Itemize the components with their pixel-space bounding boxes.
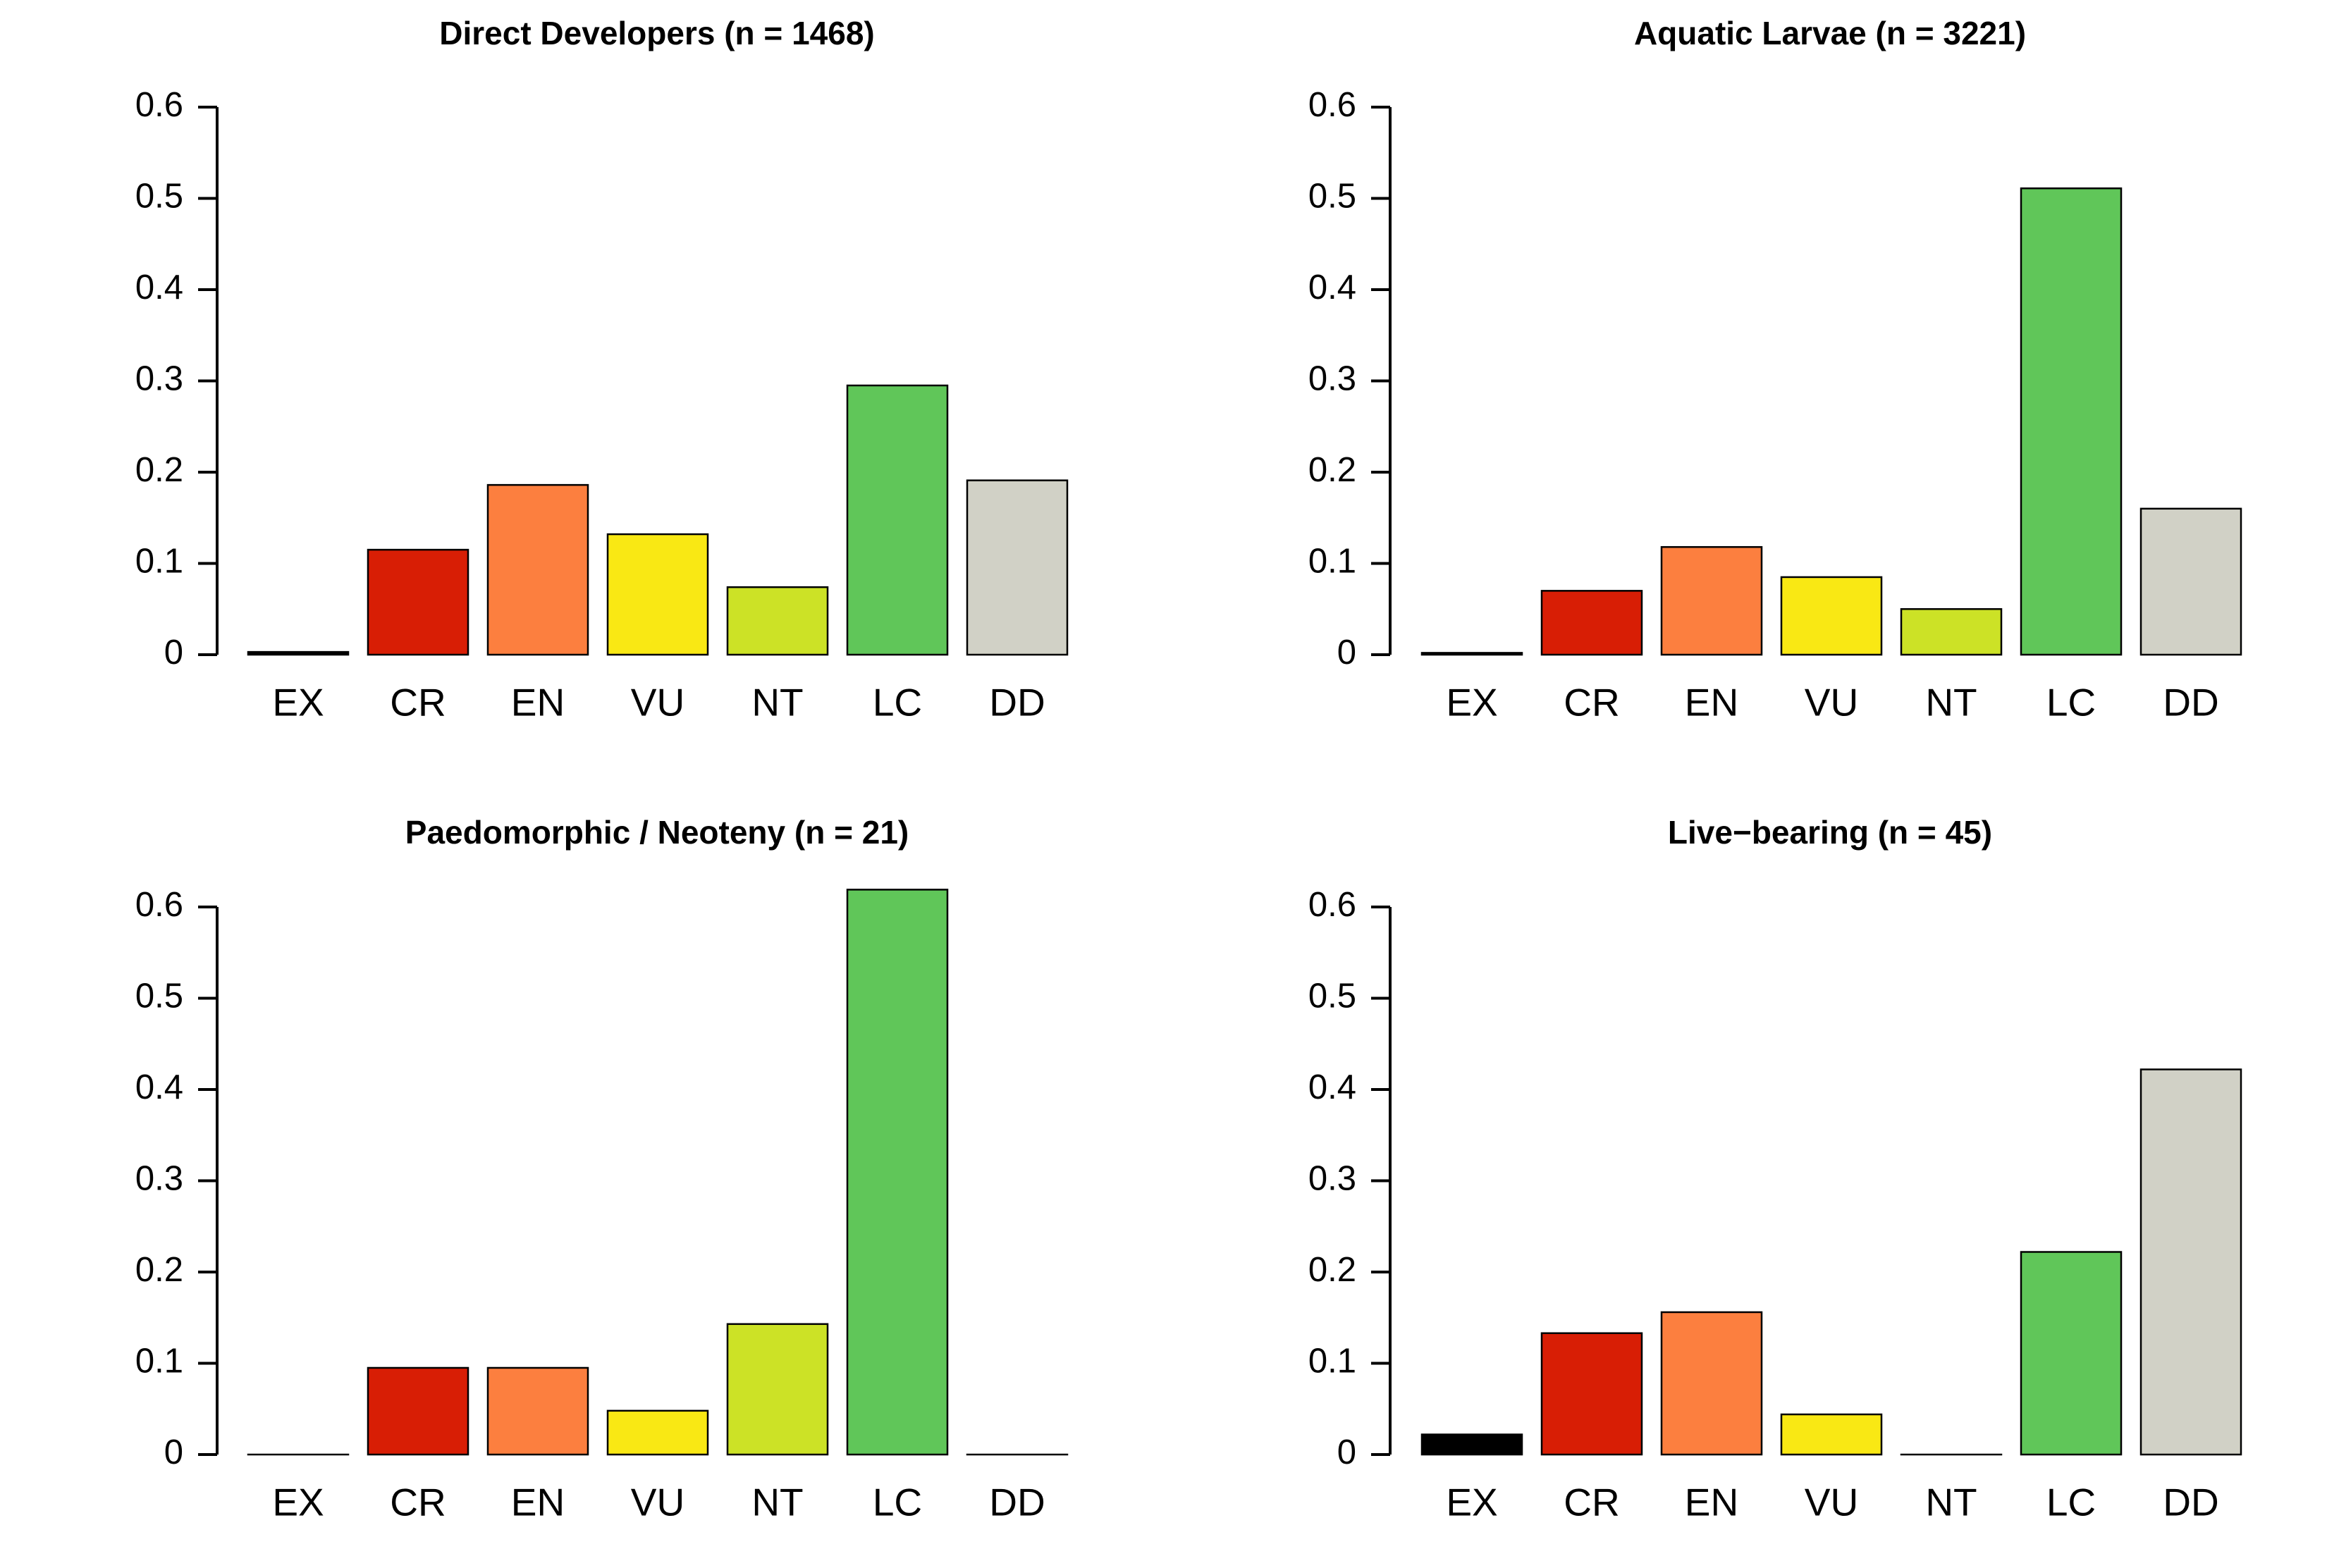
y-tick-label: 0	[164, 634, 183, 672]
y-tick-label: 0.6	[135, 86, 183, 124]
y-tick-label: 0.3	[1308, 1159, 1356, 1197]
x-tick-label: DD	[2163, 1481, 2218, 1524]
chart-title: Paedomorphic / Neoteny (n = 21)	[405, 814, 909, 851]
bar-nt	[1900, 608, 2003, 656]
x-tick-label: CR	[1564, 681, 1619, 724]
x-tick-label: NT	[1925, 681, 1977, 724]
x-tick-label: NT	[1925, 1481, 1977, 1524]
y-tick-label: 0.5	[1308, 977, 1356, 1015]
bar-nt	[726, 1323, 829, 1456]
y-tick-label: 0.1	[1308, 542, 1356, 580]
y-tick-label: 0.3	[135, 1159, 183, 1197]
y-tick-label: 0.4	[1308, 268, 1356, 307]
y-tick-label: 0.4	[1308, 1068, 1356, 1106]
chart-title: Aquatic Larvae (n = 3221)	[1634, 15, 2026, 51]
chart-title: Live−bearing (n = 45)	[1668, 814, 1992, 851]
bar-en	[486, 1366, 589, 1456]
y-tick-label: 0.2	[135, 1251, 183, 1289]
bar-vu	[1780, 1413, 1883, 1456]
bar-lc	[2020, 1251, 2123, 1456]
x-tick-label: LC	[873, 1481, 922, 1524]
x-tick-label: EN	[511, 681, 565, 724]
chart-panel-4: Live−bearing (n = 45) 0 0.1 0.2 0.3 0.4 0.5 0.6…	[1308, 814, 2242, 1524]
y-tick-label: 0.6	[135, 886, 183, 924]
x-tick-label: EN	[511, 1481, 565, 1524]
x-tick-label: DD	[989, 1481, 1045, 1524]
bar-lc	[846, 889, 949, 1456]
x-tick-label: EN	[1685, 1481, 1738, 1524]
x-tick-label: VU	[631, 1481, 684, 1524]
y-tick-label: 0.6	[1308, 886, 1356, 924]
bar-ex	[247, 650, 350, 656]
x-tick-label: NT	[751, 681, 803, 724]
bar-cr	[367, 1366, 469, 1456]
x-tick-label: CR	[1564, 1481, 1619, 1524]
bar-nt	[726, 586, 829, 656]
x-tick-label: VU	[1805, 1481, 1858, 1524]
x-tick-label: EX	[272, 1481, 324, 1524]
bar-ex	[1420, 652, 1523, 656]
x-tick-label: NT	[751, 1481, 803, 1524]
bar-ex	[1420, 1433, 1523, 1456]
chart-panel-3: Paedomorphic / Neoteny (n = 21) 0 0.1 0.2 0.…	[135, 814, 1069, 1524]
y-tick-label: 0.2	[1308, 451, 1356, 489]
chart-title: Direct Developers (n = 1468)	[439, 15, 874, 51]
bar-dd	[2139, 1068, 2242, 1456]
x-tick-label: LC	[2046, 681, 2096, 724]
x-tick-label: VU	[1805, 681, 1858, 724]
y-tick-label: 0	[1337, 634, 1356, 672]
chart-panel-1: Direct Developers (n = 1468) 0 0.1 0.2 0.3 0.…	[135, 15, 1069, 724]
y-tick-label: 0.5	[1308, 177, 1356, 215]
bar-cr	[1540, 1332, 1643, 1456]
bar-lc	[2020, 187, 2123, 656]
y-tick-label: 0.1	[1308, 1342, 1356, 1380]
bar-cr	[1540, 590, 1643, 656]
y-tick-label: 0.4	[135, 1068, 183, 1106]
y-tick-label: 0.2	[1308, 1251, 1356, 1289]
x-tick-label: CR	[390, 681, 446, 724]
x-tick-label: EN	[1685, 681, 1738, 724]
y-tick-label: 0.5	[135, 977, 183, 1015]
chart-panel-2: Aquatic Larvae (n = 3221) 0 0.1 0.2 0.3 0.4 0.…	[1308, 15, 2242, 724]
x-tick-label: LC	[2046, 1481, 2096, 1524]
y-tick-label: 0.3	[135, 359, 183, 397]
x-tick-label: LC	[873, 681, 922, 724]
x-tick-label: EX	[272, 681, 324, 724]
y-tick-label: 0.2	[135, 451, 183, 489]
x-tick-label: DD	[2163, 681, 2218, 724]
x-tick-label: VU	[631, 681, 684, 724]
y-tick-label: 0.5	[135, 177, 183, 215]
bar-vu	[606, 533, 709, 656]
bar-cr	[367, 548, 469, 656]
y-tick-label: 0.1	[135, 542, 183, 580]
y-tick-label: 0.6	[1308, 86, 1356, 124]
bar-en	[1660, 545, 1763, 656]
bar-lc	[846, 384, 949, 656]
y-tick-label: 0.4	[135, 268, 183, 307]
bar-vu	[606, 1409, 709, 1456]
y-tick-label: 0	[164, 1433, 183, 1471]
y-tick-label: 0	[1337, 1433, 1356, 1471]
bar-dd	[966, 479, 1069, 656]
x-tick-label: EX	[1446, 1481, 1497, 1524]
y-tick-label: 0.3	[1308, 359, 1356, 397]
bar-dd	[2139, 507, 2242, 656]
x-tick-label: CR	[390, 1481, 446, 1524]
x-tick-label: DD	[989, 681, 1045, 724]
x-tick-label: EX	[1446, 681, 1497, 724]
bar-en	[1660, 1311, 1763, 1456]
bar-vu	[1780, 576, 1883, 656]
bar-en	[486, 483, 589, 656]
y-tick-label: 0.1	[135, 1342, 183, 1380]
